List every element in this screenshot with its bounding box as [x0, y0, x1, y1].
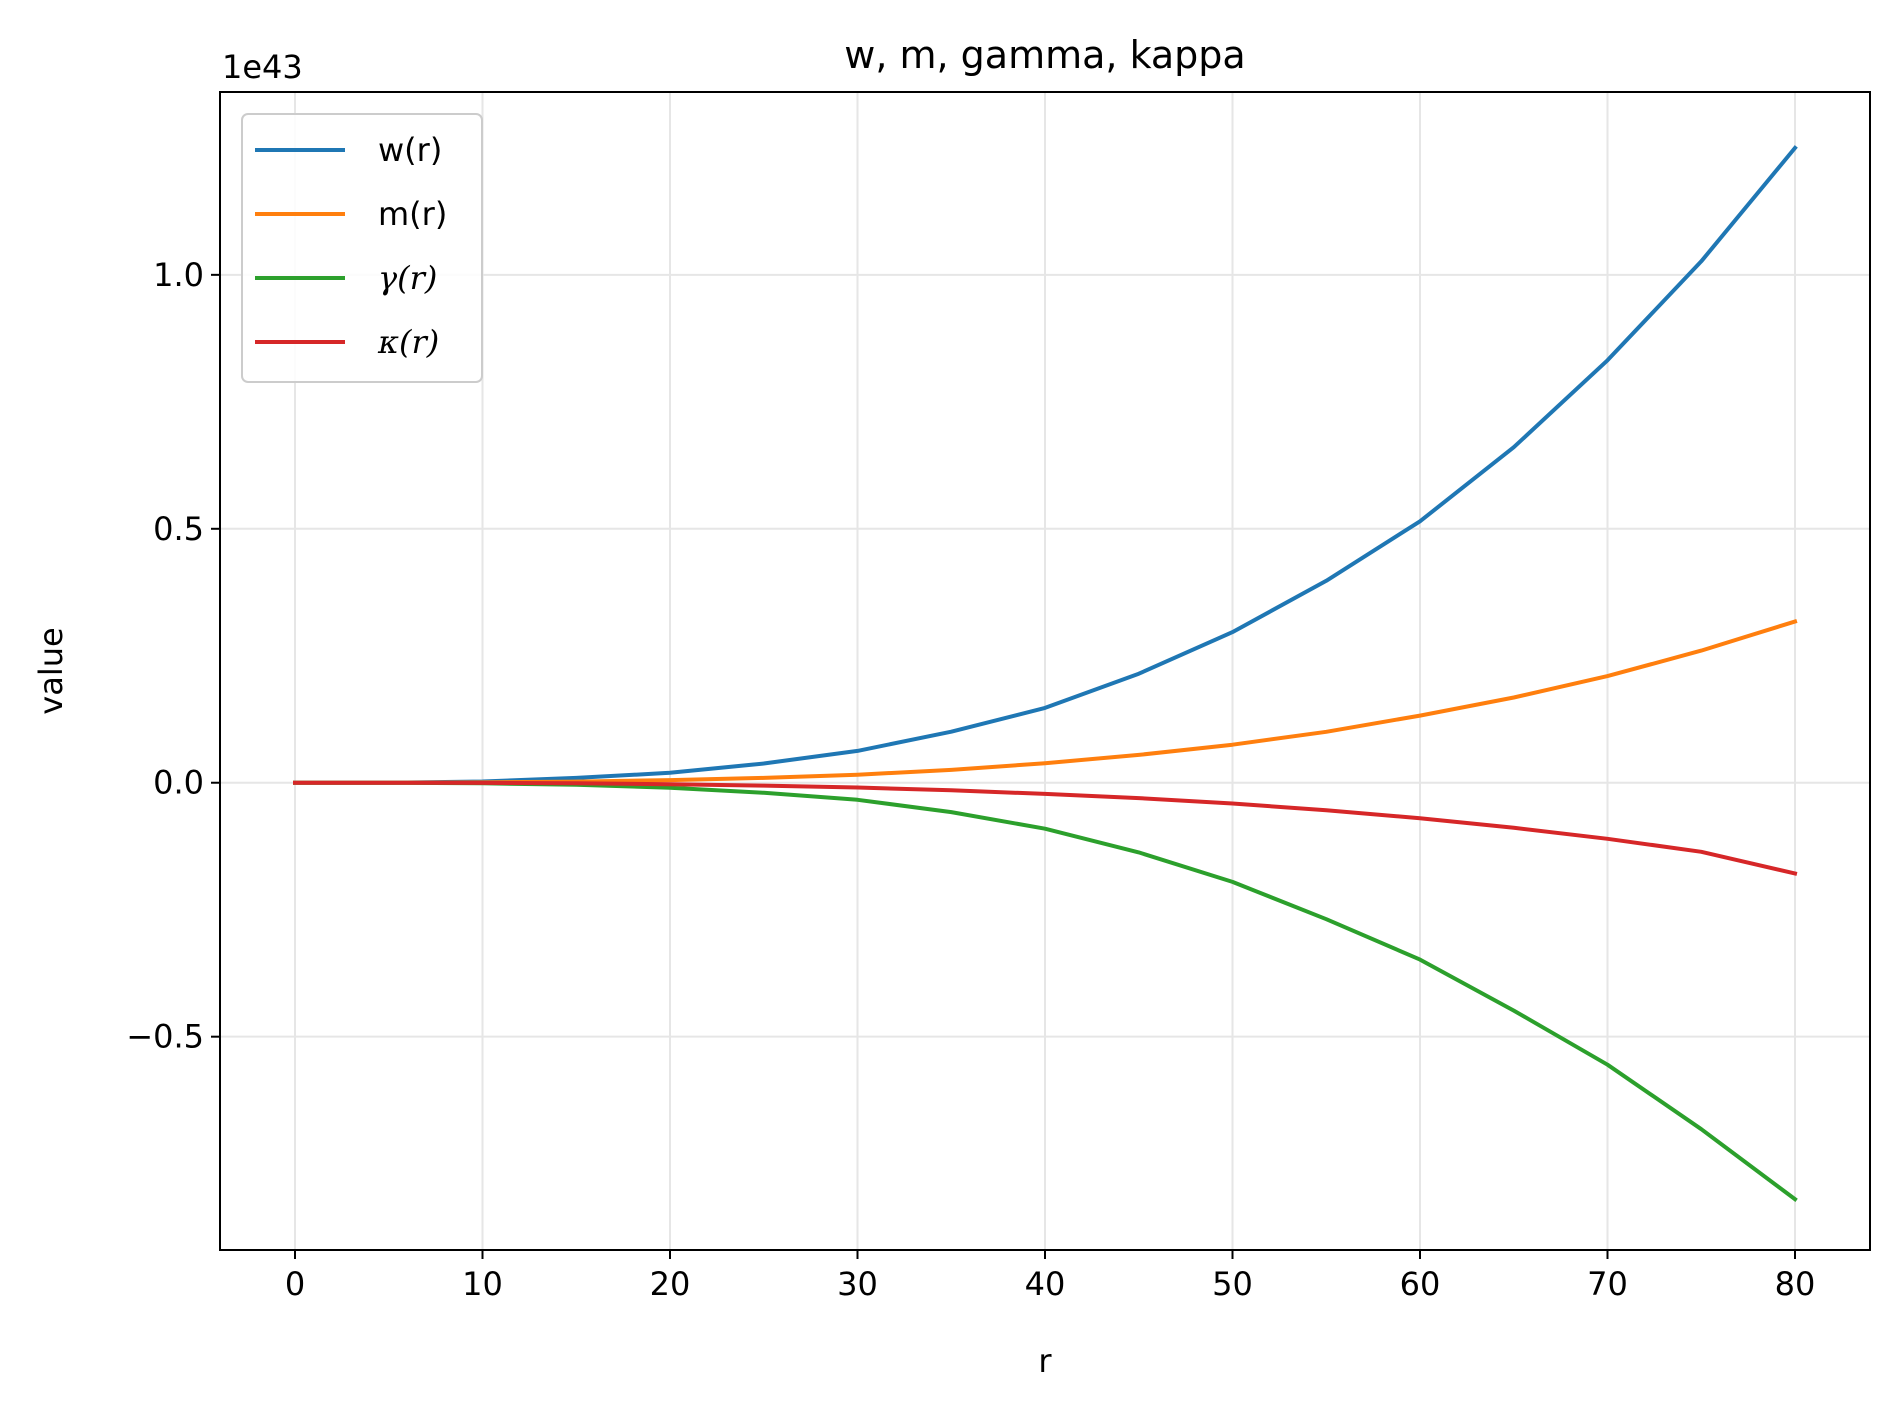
x-tick-label: 20 [650, 1265, 691, 1303]
series-line-0 [293, 145, 1798, 785]
x-tick-label: 40 [1025, 1265, 1066, 1303]
x-axis-ticks: 0 10 20 30 40 50 60 70 80 [285, 1250, 1816, 1303]
y-axis-offset-label: 1e43 [222, 48, 303, 86]
x-tick-label: 50 [1212, 1265, 1253, 1303]
x-axis-label: r [1038, 1342, 1052, 1380]
y-axis-ticks: −0.5 0.0 0.5 1.0 [126, 256, 220, 1056]
legend-label-2: γ(r) [378, 259, 437, 297]
y-axis-label: value [32, 627, 70, 714]
y-tick-label: 0.5 [153, 510, 204, 548]
x-tick-label: 10 [462, 1265, 503, 1303]
series-line-3 [293, 780, 1798, 876]
legend-label-3: κ(r) [377, 323, 439, 361]
x-tick-label: 80 [1775, 1265, 1816, 1303]
legend-frame [241, 113, 483, 383]
chart-title: w, m, gamma, kappa [844, 33, 1245, 77]
x-tick-label: 0 [285, 1265, 305, 1303]
y-tick-label: 1.0 [153, 256, 204, 294]
series-lines [293, 145, 1798, 1202]
y-tick-label: 0.0 [153, 764, 204, 802]
legend-label-1: m(r) [378, 195, 447, 233]
y-tick-label: −0.5 [126, 1018, 204, 1056]
x-tick-label: 30 [837, 1265, 878, 1303]
legend: w(r) m(r) γ(r) κ(r) [241, 113, 483, 383]
x-tick-label: 70 [1587, 1265, 1628, 1303]
legend-label-0: w(r) [378, 131, 442, 169]
grid-lines [220, 92, 1870, 1250]
x-tick-label: 60 [1400, 1265, 1441, 1303]
